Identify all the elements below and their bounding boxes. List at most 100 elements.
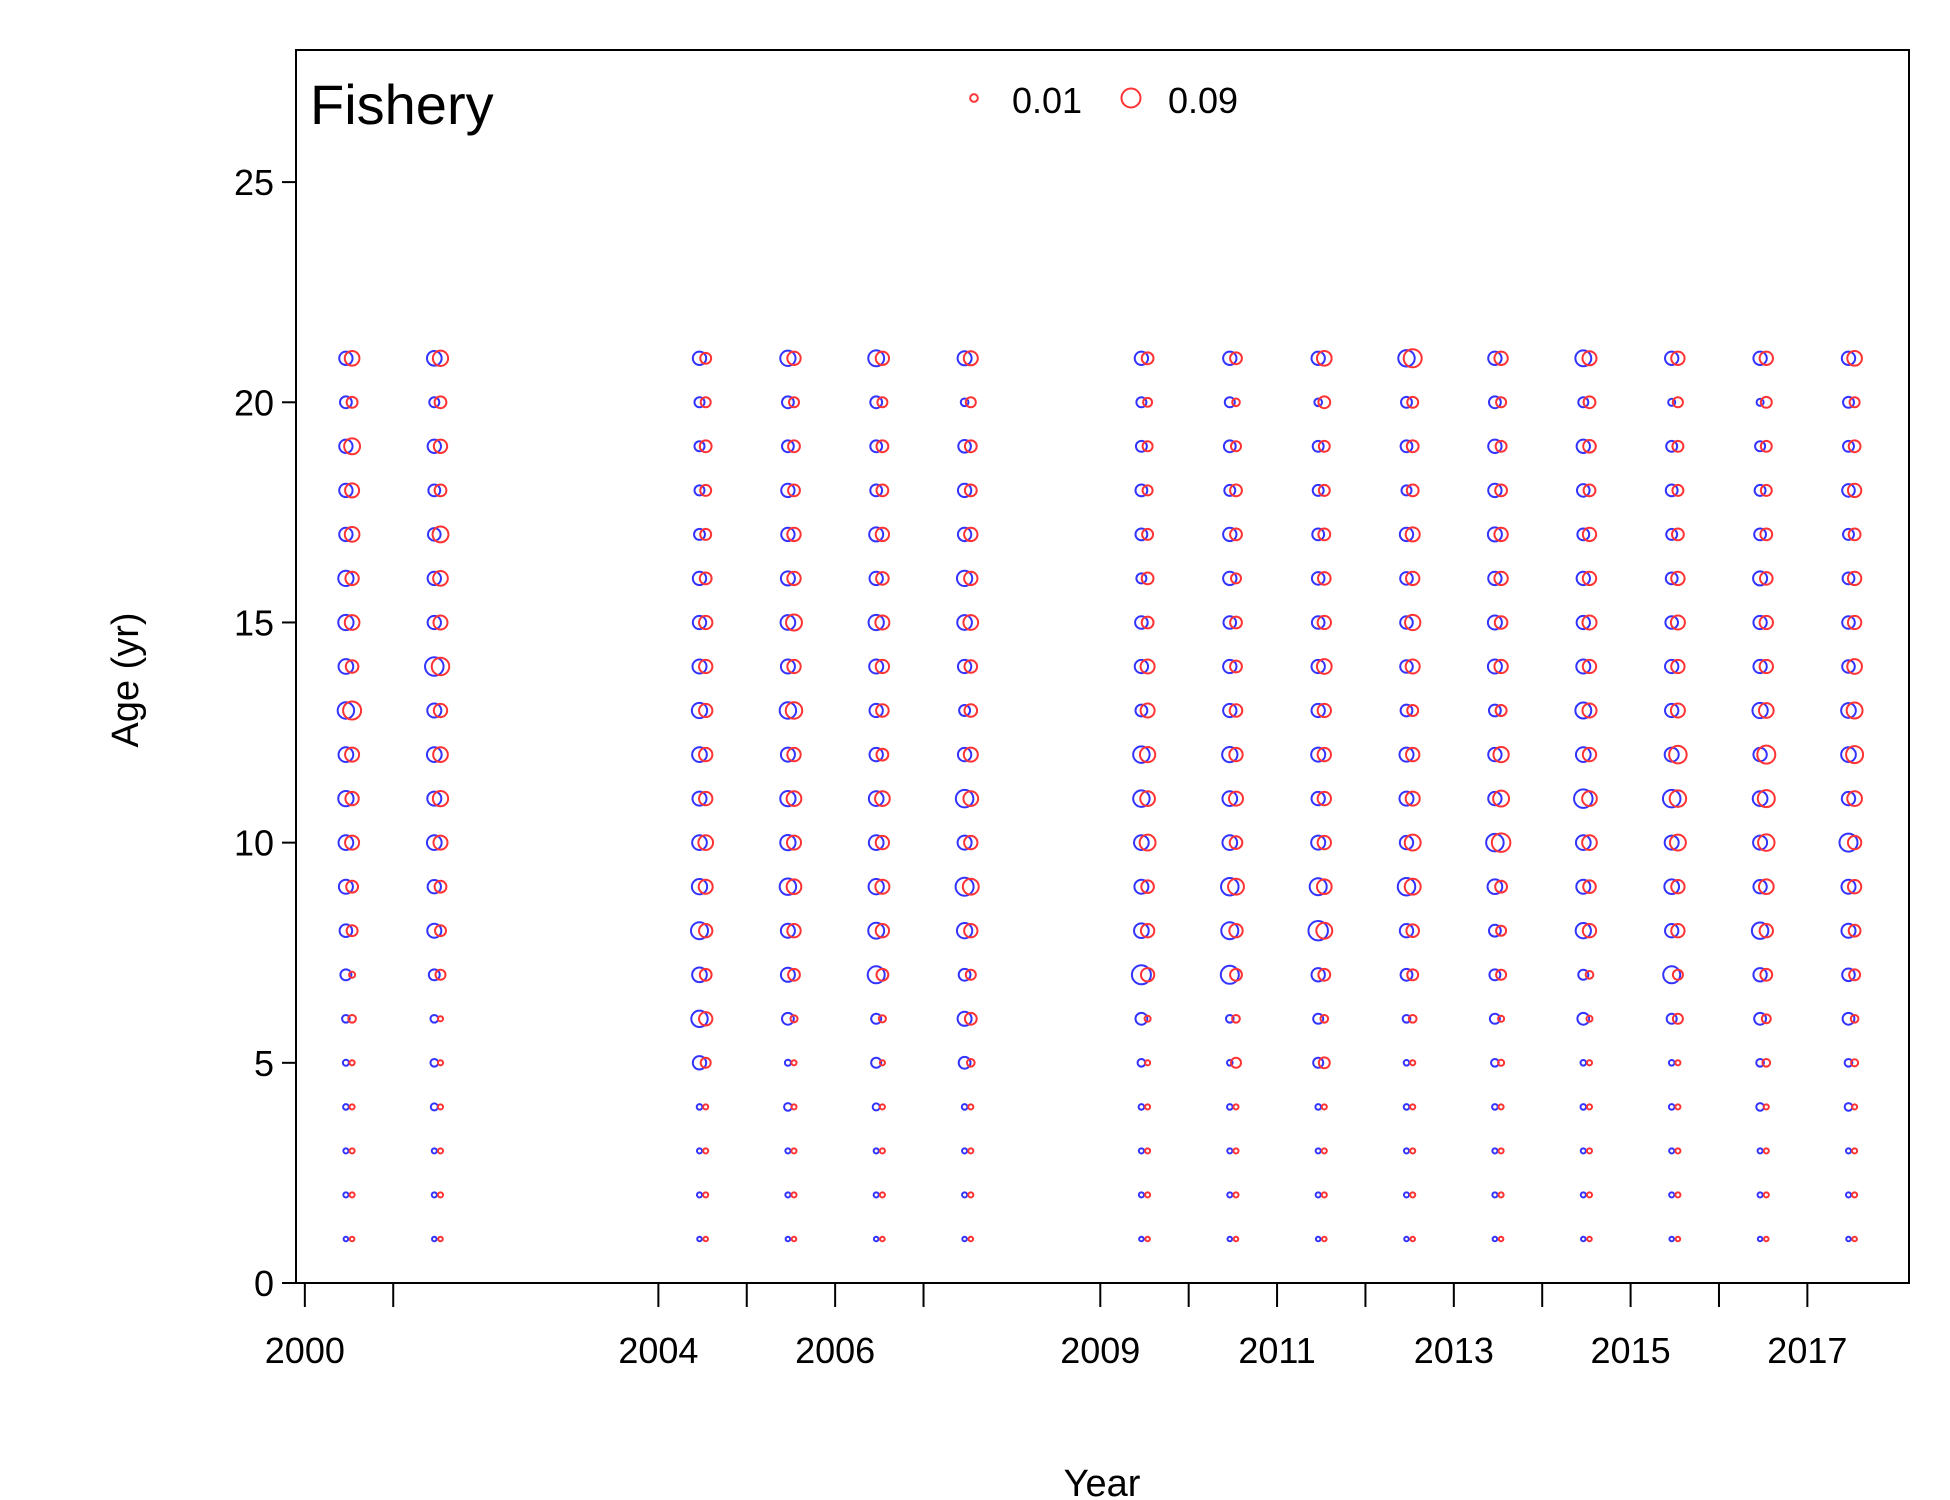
bubble-point [1842,395,1855,409]
bubble-point [1229,440,1243,453]
bubble-point [1398,790,1415,807]
bubble-point [963,659,979,674]
bubble-point [1841,659,1856,674]
bubble-point [348,1103,356,1111]
bubble-point [1664,923,1680,939]
bubble-point [1402,1191,1411,1199]
bubble-point [702,1191,710,1199]
bubble-point [337,878,354,895]
bubble-point [964,396,977,409]
bubble-point [1667,1059,1676,1067]
bubble-point [1229,967,1243,982]
bubble-point [1497,1058,1506,1067]
bubble-point [1134,483,1149,498]
bubble-point [691,1055,708,1071]
bubble-point [348,1191,356,1199]
bubble-point [1310,834,1327,851]
bubble-point [868,526,885,543]
bubble-point [1851,1191,1859,1199]
bubble-point [875,483,890,498]
bubble-point [343,614,361,631]
bubble-point [878,1147,886,1155]
bubble-point [1403,1235,1410,1243]
bubble-point [702,1235,709,1243]
bubble-point [1582,439,1597,454]
bubble-point [870,1012,883,1025]
bubble-point [1138,833,1157,852]
panel-title: Fishery [310,73,494,136]
bubble-point [1487,746,1503,763]
bubble-point [1222,350,1238,366]
bubble-point [1668,1191,1676,1199]
bubble-point [1759,571,1774,586]
bubble-point [1752,746,1768,763]
bubble-point [429,1102,439,1112]
bubble-point [1491,1147,1499,1155]
bubble-point [1581,834,1598,851]
bubble-point [1661,788,1682,809]
x-axis: 2000 2004 2006 2009 2011 2013 2015 2017 [265,1282,1847,1371]
bubble-point [1664,483,1679,498]
bubble-point [1757,833,1776,852]
bubble-point [790,1103,798,1111]
bubble-point [1493,615,1509,630]
bubble-point [1315,878,1333,896]
bubble-point [1581,570,1598,587]
bubble-point [1575,614,1591,631]
bubble-point [1135,396,1148,409]
bubble-point [967,1147,975,1155]
bubble-point [1490,832,1512,853]
bubble-point [1841,571,1856,586]
bubble-point [432,438,449,454]
bubble-point [790,1191,798,1199]
bubble-point [963,1011,978,1026]
bubble-point [1851,1147,1859,1155]
bubble-point [1138,745,1157,764]
bubble-point [426,438,442,454]
bubble-point [779,746,796,763]
bubble-point [1396,876,1417,897]
bubble-point [868,702,884,719]
bubble-point [341,1058,350,1067]
bubble-point [1670,570,1686,587]
bubble-point [778,701,798,720]
bubble-point [1139,658,1156,675]
bubble-point [786,526,802,543]
bubble-point [956,482,973,499]
bubble-point [867,834,885,851]
bubble-point [1494,483,1509,498]
bubble-point [1665,1012,1678,1025]
bubble-point [1754,440,1767,453]
bubble-point [702,1147,710,1155]
bubble-point [1845,745,1865,765]
bubble-point [956,746,973,763]
bubble-point [961,877,980,896]
bubble-point [875,439,890,454]
bubble-point [1316,702,1332,719]
bubble-point [1144,1191,1152,1199]
bubble-point [778,877,798,896]
bubble-point [1579,1059,1588,1067]
bubble-point [1398,526,1415,543]
bubble-point [784,701,804,720]
bubble-point [1579,1191,1587,1199]
bubble-point [344,659,360,674]
bubble-point [872,1147,880,1155]
x-tick-label: 2013 [1414,1330,1494,1371]
bubble-point [1846,879,1863,895]
bubble-point [1134,439,1148,453]
bubble-point [425,834,443,851]
bubble-point [1308,877,1328,897]
bubble-point [343,349,361,367]
bubble-point [691,350,708,366]
bubble-point [875,747,890,762]
bubble-point [955,922,974,940]
bubble-point [779,658,796,675]
bubble-point [1487,790,1503,807]
bubble-point [874,878,891,895]
bubble-point [963,439,978,454]
bubble-point [431,349,450,367]
bubble-point [437,1235,444,1243]
bubble-point [1575,878,1592,895]
bubble-point [876,396,889,409]
